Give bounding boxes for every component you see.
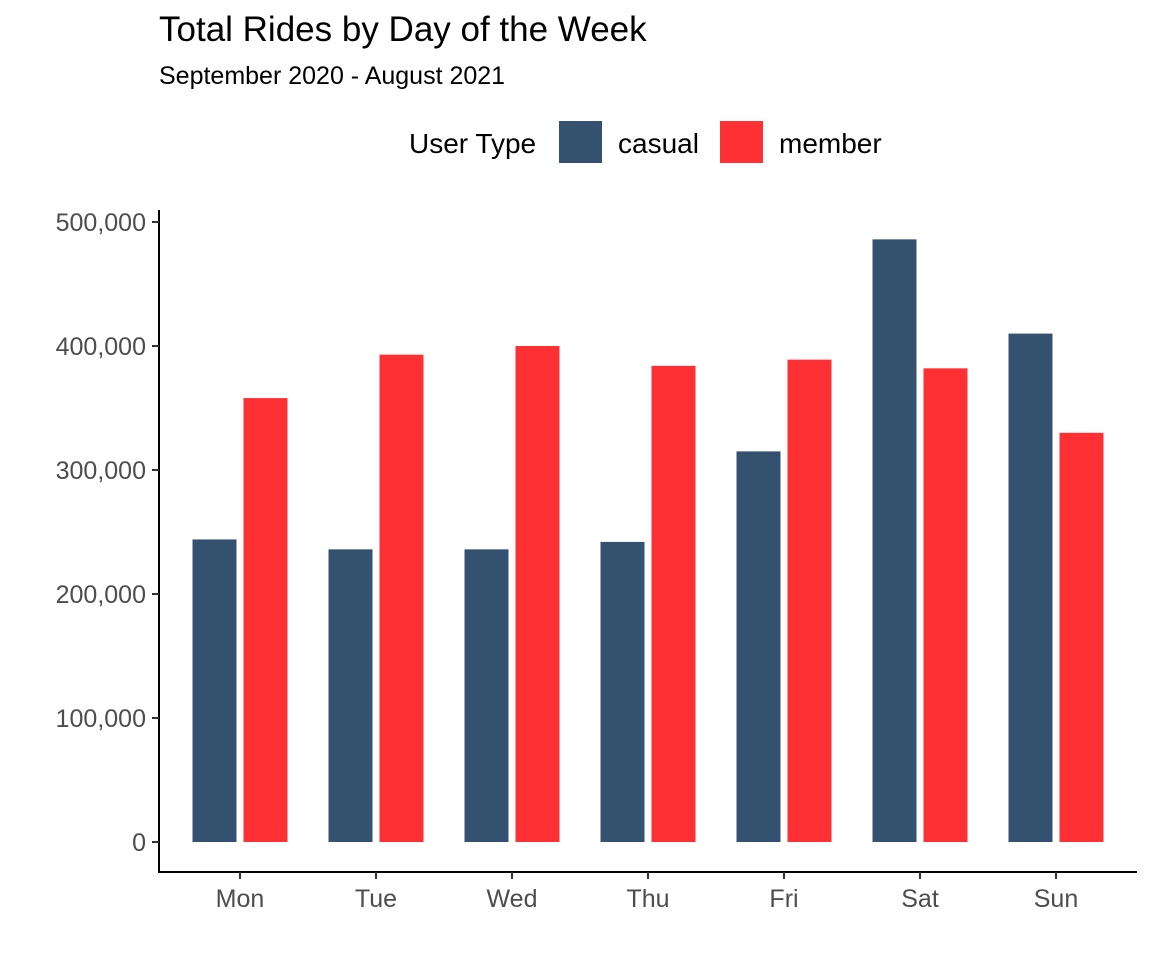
x-tick-label: Sat <box>901 885 939 913</box>
bar-casual-tue <box>328 549 373 842</box>
bar-member-thu <box>651 365 696 842</box>
y-tick-label: 200,000 <box>56 581 146 609</box>
bar-member-mon <box>243 398 288 842</box>
bar-casual-wed <box>464 549 509 842</box>
y-tick-label: 300,000 <box>56 457 146 485</box>
x-tick-label: Mon <box>216 885 265 913</box>
x-tick-label: Fri <box>769 885 798 913</box>
bar-member-tue <box>379 354 424 842</box>
x-tick-label: Sun <box>1034 885 1078 913</box>
y-tick-label: 500,000 <box>56 209 146 237</box>
x-tick-label: Thu <box>626 885 669 913</box>
bar-member-fri <box>787 359 832 842</box>
bar-casual-sun <box>1008 333 1053 842</box>
bar-member-wed <box>515 346 560 842</box>
bar-casual-sat <box>872 239 917 843</box>
chart-title: Total Rides by Day of the Week <box>159 10 647 49</box>
y-tick-label: 0 <box>132 829 146 857</box>
x-tick-label: Wed <box>487 885 538 913</box>
bar-casual-mon <box>192 539 237 842</box>
x-tick-label: Tue <box>355 885 397 913</box>
bar-casual-thu <box>600 541 645 842</box>
chart-subtitle: September 2020 - August 2021 <box>159 62 506 90</box>
bar-member-sun <box>1059 432 1104 842</box>
bar-member-sat <box>923 368 968 842</box>
y-tick-label: 400,000 <box>56 333 146 361</box>
y-tick-label: 100,000 <box>56 705 146 733</box>
bar-casual-fri <box>736 451 781 842</box>
